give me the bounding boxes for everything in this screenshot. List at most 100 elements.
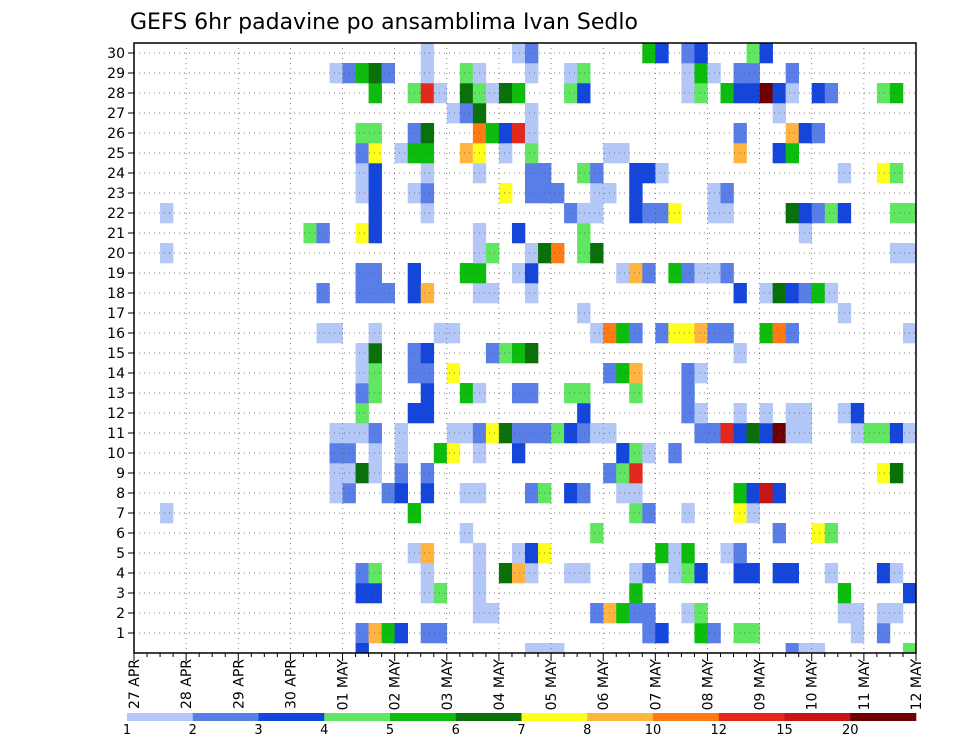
heatmap-cell bbox=[629, 183, 643, 204]
x-tick-label: 07 MAY bbox=[648, 659, 664, 711]
heatmap-cell bbox=[459, 63, 474, 84]
heatmap-cell bbox=[355, 143, 369, 164]
heatmap-cell bbox=[511, 343, 526, 364]
heatmap-cell bbox=[642, 503, 656, 524]
heatmap-cell bbox=[850, 603, 865, 624]
heatmap-cell bbox=[420, 183, 435, 204]
y-tick-label: 26 bbox=[107, 126, 125, 142]
heatmap-cell bbox=[355, 583, 369, 604]
legend-label: 1 bbox=[123, 723, 131, 738]
heatmap-cell bbox=[616, 443, 630, 464]
heatmap-cell bbox=[759, 323, 773, 344]
heatmap-cell bbox=[355, 423, 369, 444]
heatmap-cell bbox=[759, 283, 773, 304]
heatmap-cell bbox=[616, 483, 630, 504]
heatmap-cell bbox=[420, 403, 435, 424]
heatmap-cell bbox=[564, 383, 578, 404]
heatmap-cell bbox=[564, 83, 578, 104]
heatmap-cell bbox=[433, 83, 448, 104]
heatmap-cell bbox=[746, 83, 760, 104]
heatmap-cell bbox=[355, 463, 369, 484]
heatmap-cell bbox=[433, 583, 448, 604]
heatmap-cell bbox=[394, 143, 408, 164]
heatmap-cell bbox=[433, 323, 448, 344]
heatmap-cell bbox=[759, 83, 773, 104]
y-axis-ticks: 1234567891011121314151617181920212223242… bbox=[107, 46, 134, 642]
heatmap-cell bbox=[668, 323, 682, 344]
y-tick-label: 9 bbox=[116, 466, 125, 482]
y-tick-label: 20 bbox=[107, 246, 125, 262]
heatmap-cell bbox=[850, 423, 865, 444]
heatmap-cell bbox=[368, 63, 382, 84]
heatmap-cell bbox=[681, 63, 695, 84]
heatmap-cell bbox=[160, 243, 174, 264]
heatmap-cell bbox=[525, 483, 539, 504]
heatmap-cell bbox=[420, 483, 435, 504]
heatmap-cell bbox=[590, 523, 604, 544]
heatmap-cell bbox=[564, 203, 578, 224]
heatmap-cell bbox=[759, 483, 773, 504]
heatmap-cell bbox=[590, 163, 604, 184]
heatmap-cell bbox=[355, 183, 369, 204]
heatmap-cell bbox=[433, 623, 448, 644]
heatmap-cell bbox=[420, 143, 435, 164]
heatmap-cell bbox=[655, 543, 669, 564]
heatmap-cell bbox=[798, 283, 813, 304]
heatmap-cell bbox=[733, 563, 747, 584]
heatmap-cell bbox=[681, 503, 695, 524]
heatmap-cell bbox=[420, 463, 435, 484]
heatmap-cell bbox=[551, 243, 565, 264]
heatmap-cell bbox=[459, 103, 474, 124]
heatmap-cell bbox=[668, 203, 682, 224]
heatmap-cell bbox=[160, 503, 174, 524]
heatmap-cell bbox=[642, 163, 656, 184]
heatmap-cell bbox=[551, 643, 565, 654]
heatmap-cell bbox=[811, 283, 826, 304]
legend-label: 8 bbox=[583, 723, 591, 738]
heatmap-cell bbox=[746, 43, 760, 64]
heatmap-cell bbox=[642, 563, 656, 584]
heatmap-cell bbox=[525, 563, 539, 584]
heatmap-cell bbox=[720, 83, 734, 104]
x-tick-label: 04 MAY bbox=[492, 659, 508, 711]
heatmap-cell bbox=[577, 83, 591, 104]
heatmap-cell bbox=[629, 603, 643, 624]
heatmap-cell bbox=[577, 203, 591, 224]
heatmap-cell bbox=[420, 563, 435, 584]
heatmap-cell bbox=[368, 423, 382, 444]
heatmap-cell bbox=[876, 423, 891, 444]
x-tick-label: 01 MAY bbox=[336, 659, 352, 711]
heatmap-cell bbox=[798, 223, 813, 244]
legend-swatch bbox=[258, 713, 325, 721]
heatmap-cell bbox=[564, 423, 578, 444]
heatmap-cell bbox=[876, 163, 891, 184]
x-tick-label: 08 MAY bbox=[700, 659, 716, 711]
heatmap-cell bbox=[525, 103, 539, 124]
x-tick-label: 05 MAY bbox=[544, 659, 560, 711]
heatmap-cell bbox=[694, 83, 708, 104]
heatmap-cell bbox=[655, 623, 669, 644]
y-tick-label: 30 bbox=[107, 46, 125, 62]
y-tick-label: 7 bbox=[116, 506, 125, 522]
heatmap-cell bbox=[329, 323, 343, 344]
heatmap-cell bbox=[446, 423, 461, 444]
y-tick-label: 14 bbox=[107, 366, 125, 382]
y-tick-label: 16 bbox=[107, 326, 125, 342]
heatmap-cell bbox=[668, 543, 682, 564]
heatmap-cell bbox=[629, 163, 643, 184]
heatmap-cell bbox=[511, 83, 526, 104]
heatmap-cell bbox=[850, 623, 865, 644]
heatmap-cell bbox=[733, 503, 747, 524]
x-tick-label: 02 MAY bbox=[388, 659, 404, 711]
heatmap-cell bbox=[785, 123, 799, 144]
legend-swatch bbox=[455, 713, 522, 721]
heatmap-cell bbox=[160, 203, 174, 224]
heatmap-cell bbox=[759, 43, 773, 64]
legend-label: 10 bbox=[645, 723, 662, 738]
heatmap-cell bbox=[733, 483, 747, 504]
heatmap-cell bbox=[590, 203, 604, 224]
x-tick-label: 28 APR bbox=[179, 659, 195, 709]
heatmap-cell bbox=[368, 123, 382, 144]
grid-lines bbox=[134, 43, 916, 653]
heatmap-cell bbox=[629, 323, 643, 344]
